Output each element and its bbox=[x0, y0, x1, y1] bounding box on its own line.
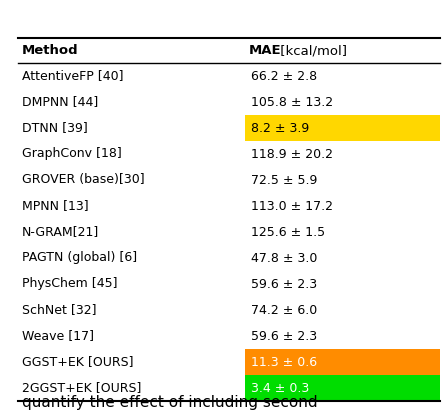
Text: 3.4 ± 0.3: 3.4 ± 0.3 bbox=[251, 381, 309, 394]
Text: 74.2 ± 6.0: 74.2 ± 6.0 bbox=[251, 304, 317, 317]
Text: N-GRAM[21]: N-GRAM[21] bbox=[22, 225, 99, 238]
Text: GROVER (base)[30]: GROVER (base)[30] bbox=[22, 173, 145, 186]
Text: DMPNN [44]: DMPNN [44] bbox=[22, 96, 98, 109]
Text: 105.8 ± 13.2: 105.8 ± 13.2 bbox=[251, 96, 333, 109]
Text: 47.8 ± 3.0: 47.8 ± 3.0 bbox=[251, 252, 318, 265]
Text: MAE: MAE bbox=[249, 44, 281, 57]
Text: GraphConv [18]: GraphConv [18] bbox=[22, 148, 122, 161]
Text: Weave [17]: Weave [17] bbox=[22, 329, 94, 342]
Text: Method: Method bbox=[22, 44, 78, 57]
Text: SchNet [32]: SchNet [32] bbox=[22, 304, 96, 317]
Text: GGST+EK [OURS]: GGST+EK [OURS] bbox=[22, 356, 133, 369]
Text: MPNN [13]: MPNN [13] bbox=[22, 200, 89, 213]
Text: PAGTN (global) [6]: PAGTN (global) [6] bbox=[22, 252, 137, 265]
Text: 72.5 ± 5.9: 72.5 ± 5.9 bbox=[251, 173, 318, 186]
Text: 11.3 ± 0.6: 11.3 ± 0.6 bbox=[251, 356, 317, 369]
Text: 125.6 ± 1.5: 125.6 ± 1.5 bbox=[251, 225, 325, 238]
Bar bbox=[245, 349, 440, 375]
Text: 8.2 ± 3.9: 8.2 ± 3.9 bbox=[251, 121, 309, 134]
Text: [kcal/mol]: [kcal/mol] bbox=[276, 44, 347, 57]
Text: 2GGST+EK [OURS]: 2GGST+EK [OURS] bbox=[22, 381, 141, 394]
Text: AttentiveFP [40]: AttentiveFP [40] bbox=[22, 69, 124, 82]
Text: PhysChem [45]: PhysChem [45] bbox=[22, 277, 117, 290]
Text: quantify the effect of including second: quantify the effect of including second bbox=[22, 394, 318, 409]
Text: 66.2 ± 2.8: 66.2 ± 2.8 bbox=[251, 69, 317, 82]
Text: 59.6 ± 2.3: 59.6 ± 2.3 bbox=[251, 329, 317, 342]
Bar bbox=[245, 115, 440, 141]
Text: 59.6 ± 2.3: 59.6 ± 2.3 bbox=[251, 277, 317, 290]
Text: 113.0 ± 17.2: 113.0 ± 17.2 bbox=[251, 200, 333, 213]
Bar bbox=[245, 375, 440, 401]
Text: 118.9 ± 20.2: 118.9 ± 20.2 bbox=[251, 148, 333, 161]
Text: DTNN [39]: DTNN [39] bbox=[22, 121, 88, 134]
